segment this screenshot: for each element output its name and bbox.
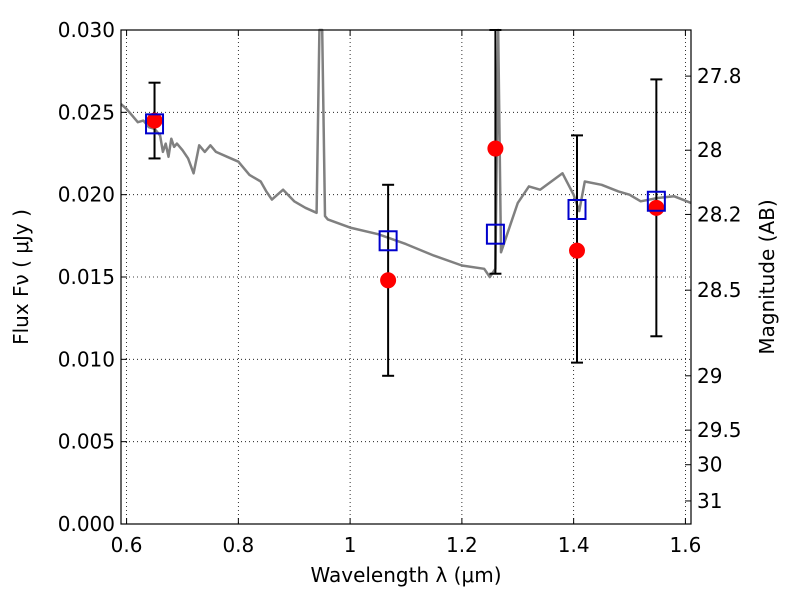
y-tick-label: 0.010: [58, 347, 115, 371]
model-photometry-points: [145, 113, 666, 252]
model-photometry-point: [646, 190, 666, 212]
y-tick-label: 0.030: [58, 18, 115, 42]
y-tick-label: 0.020: [58, 183, 115, 207]
x-tick-label: 1.4: [558, 533, 590, 557]
y-tick-label: 0.000: [58, 512, 115, 536]
right-tick-label: 28.2: [697, 202, 742, 226]
right-tick-label: 29: [697, 364, 722, 388]
x-tick-label: 1.6: [670, 533, 702, 557]
y-axis-label: Flux Fν ( μJy ): [9, 209, 33, 345]
model-photometry-point: [378, 230, 398, 252]
y-axis-ticks: 0.000 0.005 0.010 0.015 0.020 0.025 0.030: [58, 18, 127, 536]
model-photometry-point: [145, 113, 165, 135]
right-tick-label: 28.5: [697, 278, 742, 302]
right-axis-label: Magnitude (AB): [755, 199, 779, 354]
model-spectrum: [120, 28, 692, 279]
observed-point: [569, 242, 585, 259]
model-photometry-point: [567, 198, 587, 220]
x-tick-label: 1: [344, 533, 357, 557]
right-axis-ticks: 27.8 28 28.2 28.5 29 29.5 30 31: [685, 64, 742, 513]
y-tick-label: 0.025: [58, 100, 115, 124]
y-tick-label: 0.015: [58, 265, 115, 289]
right-tick-label: 30: [697, 453, 722, 477]
observed-point: [380, 272, 397, 289]
observed-point: [648, 199, 665, 216]
y-tick-label: 0.005: [58, 430, 115, 454]
x-tick-label: 0.6: [111, 533, 143, 557]
x-tick-label: 1.2: [446, 533, 478, 557]
right-tick-label: 28: [697, 138, 722, 162]
right-tick-label: 29.5: [697, 418, 742, 442]
model-photometry-point: [485, 223, 505, 245]
right-tick-label: 31: [697, 489, 722, 513]
spectrum-line: [120, 28, 692, 279]
x-axis-label: Wavelength λ (μm): [310, 563, 501, 587]
x-axis-ticks: 0.6 0.8 1 1.2 1.4 1.6: [111, 30, 702, 557]
x-tick-label: 0.8: [222, 533, 254, 557]
observed-point: [487, 140, 504, 157]
grid: [121, 29, 691, 525]
right-tick-label: 27.8: [697, 64, 742, 88]
